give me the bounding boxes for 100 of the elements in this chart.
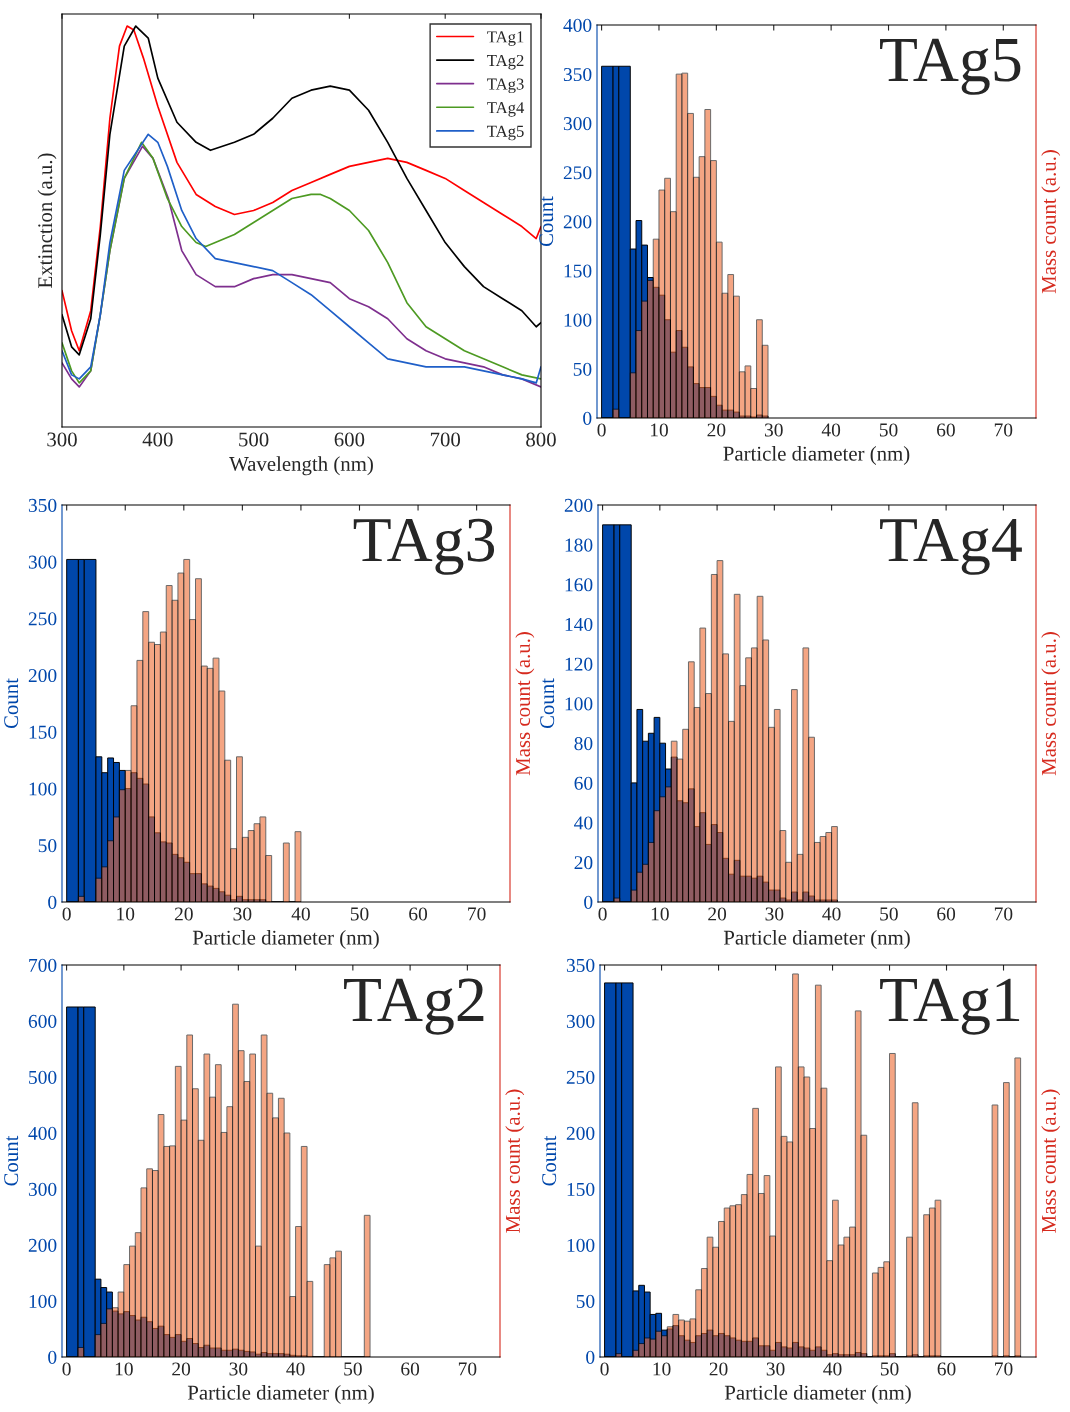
y-tick-label: 150: [567, 1182, 595, 1196]
x-tick-label: 60: [409, 907, 428, 921]
y-tick-label: 50: [576, 1294, 595, 1308]
x-tick-label: 60: [937, 1362, 956, 1376]
y-tick-label: 200: [566, 1126, 595, 1140]
y-tick-label: 600: [28, 1014, 57, 1028]
legend-label: TAg4: [487, 102, 525, 117]
legend-label: TAg1: [487, 31, 524, 46]
x-tick-label: 50: [879, 423, 898, 437]
x-tick-label: 60: [937, 423, 955, 437]
y-tick-label: 400: [563, 18, 592, 32]
y-tick-label: 350: [28, 498, 57, 512]
x-tick-label: 20: [174, 907, 193, 921]
x-tick-label: 10: [117, 907, 135, 921]
y-tick-label: 0: [586, 1350, 595, 1364]
x-tick-label: 0: [598, 907, 607, 921]
y-axis-title: Count: [4, 1135, 19, 1186]
x-axis-title: Particle diameter (nm): [192, 930, 379, 949]
y-tick-label: 300: [28, 1182, 57, 1196]
chart-title: TAg1: [880, 978, 1020, 1035]
x-tick-label: 60: [401, 1362, 420, 1376]
chart-title: TAg4: [880, 518, 1022, 575]
y-tick-label: 100: [29, 782, 57, 796]
x-tick-label: 20: [709, 1362, 728, 1376]
y2-axis-title: Mass count (a.u.): [1041, 1089, 1061, 1233]
y-tick-label: 350: [566, 958, 595, 972]
y-tick-label: 100: [565, 697, 593, 711]
x-tick-label: 40: [291, 907, 310, 921]
y-tick-label: 100: [567, 1238, 595, 1252]
y-tick-label: 350: [563, 67, 592, 82]
x-tick-label: 60: [937, 907, 956, 921]
x-tick-label: 30: [229, 1362, 248, 1376]
y-tick-label: 400: [28, 1126, 57, 1140]
y-tick-label: 20: [574, 856, 593, 870]
y-tick-label: 150: [564, 264, 592, 278]
y2-axis-title: Mass count (a.u.): [1041, 632, 1061, 776]
x-tick-label: 400: [142, 432, 173, 447]
x-tick-label: 40: [823, 1362, 842, 1376]
y-tick-label: 100: [564, 313, 592, 327]
y-tick-label: 40: [574, 816, 593, 830]
y-tick-label: 0: [48, 895, 57, 909]
y-tick-label: 80: [574, 737, 593, 751]
y-tick-label: 150: [29, 725, 57, 739]
x-tick-label: 10: [651, 907, 669, 921]
x-tick-label: 10: [115, 1362, 133, 1376]
y-tick-label: 700: [29, 958, 57, 972]
x-axis-title: Wavelength (nm): [229, 456, 373, 476]
x-tick-label: 40: [286, 1362, 305, 1376]
y2-axis-title: Mass count (a.u.): [515, 632, 535, 776]
y2-axis-title: Mass count (a.u.): [1041, 150, 1061, 294]
x-tick-label: 70: [458, 1362, 477, 1376]
y-tick-label: 200: [564, 498, 593, 512]
y2-axis-title: Mass count (a.u.): [505, 1089, 525, 1233]
x-tick-label: 30: [765, 907, 784, 921]
y-tick-label: 300: [563, 117, 592, 131]
legend-label: TAg2: [487, 54, 524, 70]
x-tick-label: 30: [233, 907, 252, 921]
legend-label: TAg3: [487, 78, 524, 94]
x-tick-label: 20: [172, 1362, 191, 1376]
y-tick-label: 200: [28, 1238, 57, 1252]
x-tick-label: 50: [880, 907, 898, 921]
y-tick-label: 100: [29, 1294, 57, 1308]
x-tick-label: 10: [653, 1362, 671, 1376]
y-tick-label: 160: [565, 578, 593, 592]
y-tick-label: 500: [29, 1070, 57, 1084]
y-tick-label: 250: [28, 612, 57, 626]
y-tick-label: 50: [38, 839, 57, 853]
x-tick-label: 700: [430, 432, 461, 447]
y-tick-label: 200: [28, 668, 57, 683]
y-tick-label: 0: [584, 895, 593, 909]
y-axis-title: Count: [539, 196, 554, 247]
x-axis-title: Particle diameter (nm): [187, 1385, 374, 1404]
y-axis-title: Extinction (a.u.): [37, 153, 57, 288]
y-tick-label: 180: [565, 538, 593, 552]
x-tick-label: 30: [766, 1362, 785, 1376]
x-tick-label: 70: [994, 907, 1013, 921]
y-axis-title: Count: [542, 1135, 557, 1186]
y-tick-label: 60: [574, 776, 593, 790]
x-tick-label: 40: [821, 423, 841, 437]
y-tick-label: 0: [583, 411, 592, 425]
x-axis-title: Particle diameter (nm): [724, 1385, 911, 1404]
x-tick-label: 50: [344, 1362, 362, 1376]
x-tick-label: 40: [822, 907, 841, 921]
chart-title: TAg5: [880, 38, 1021, 95]
y-tick-label: 250: [563, 166, 592, 180]
x-tick-label: 0: [597, 423, 606, 437]
y-tick-label: 140: [565, 617, 593, 632]
y-axis-title: Count: [4, 678, 19, 729]
x-tick-label: 70: [468, 907, 486, 921]
y-tick-label: 50: [573, 362, 592, 376]
x-axis-title: Particle diameter (nm): [723, 446, 910, 465]
chart-title: TAg3: [353, 518, 495, 575]
y-tick-label: 0: [48, 1350, 57, 1364]
y-tick-label: 250: [566, 1070, 595, 1084]
chart-title: TAg2: [344, 978, 484, 1035]
x-axis-title: Particle diameter (nm): [723, 930, 910, 949]
y-tick-label: 300: [566, 1014, 595, 1028]
y-axis-title: Count: [540, 678, 555, 729]
x-tick-label: 500: [239, 432, 269, 447]
x-tick-label: 20: [707, 423, 726, 437]
